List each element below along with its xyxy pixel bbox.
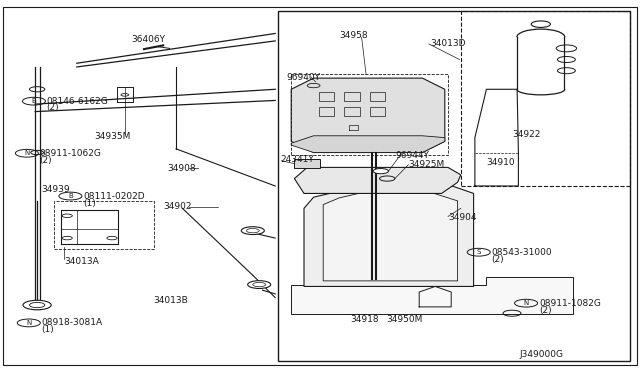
Polygon shape [304, 179, 474, 286]
Polygon shape [294, 167, 461, 193]
Polygon shape [323, 187, 458, 281]
Text: 34904: 34904 [448, 213, 477, 222]
Text: 34935M: 34935M [95, 132, 131, 141]
Text: 96940Y: 96940Y [287, 73, 321, 81]
Text: 08918-3081A: 08918-3081A [41, 318, 102, 327]
Text: 34925M: 34925M [408, 160, 445, 169]
Text: 08111-0202D: 08111-0202D [83, 192, 145, 201]
Text: (2): (2) [46, 103, 59, 112]
Ellipse shape [248, 281, 271, 288]
Text: (2): (2) [39, 156, 52, 165]
Text: 34950M: 34950M [387, 315, 423, 324]
Ellipse shape [241, 227, 264, 234]
Bar [278, 11, 630, 361]
Text: (1): (1) [41, 326, 54, 334]
Text: 34910: 34910 [486, 158, 515, 167]
Text: S: S [477, 249, 481, 255]
Text: 34922: 34922 [512, 130, 540, 139]
Ellipse shape [373, 169, 388, 174]
Text: (2): (2) [539, 306, 552, 315]
Text: 08543-31000: 08543-31000 [492, 248, 552, 257]
Text: (1): (1) [83, 199, 96, 208]
Bar [294, 159, 320, 168]
Text: N: N [524, 300, 529, 306]
Bar [370, 107, 385, 116]
Bar [291, 74, 448, 155]
Bar [54, 201, 154, 249]
Text: N: N [26, 320, 31, 326]
Text: 08146-6162G: 08146-6162G [46, 97, 108, 106]
Text: 24341Y: 24341Y [280, 155, 314, 164]
Ellipse shape [23, 300, 51, 310]
Text: B: B [68, 193, 73, 199]
Bar [370, 92, 385, 101]
Text: 08911-1062G: 08911-1062G [39, 149, 101, 158]
Text: 34908: 34908 [168, 164, 196, 173]
Text: 08911-1082G: 08911-1082G [539, 299, 601, 308]
Text: 96944Y: 96944Y [396, 151, 429, 160]
Text: (2): (2) [492, 255, 504, 264]
Bar [319, 92, 334, 101]
Polygon shape [291, 277, 573, 314]
Text: 34939: 34939 [42, 185, 70, 194]
Text: B: B [31, 98, 36, 104]
Text: 34013D: 34013D [430, 39, 465, 48]
Polygon shape [291, 78, 445, 153]
Text: 34918: 34918 [351, 315, 380, 324]
Bar [461, 11, 630, 186]
Polygon shape [291, 136, 445, 153]
Bar [344, 92, 360, 101]
Bar [344, 107, 360, 116]
Text: N: N [24, 150, 29, 156]
Text: 34958: 34958 [339, 31, 368, 40]
Text: J349000G: J349000G [519, 350, 563, 359]
Text: 36406Y: 36406Y [131, 35, 165, 44]
Text: 34902: 34902 [163, 202, 192, 211]
Text: 34013A: 34013A [64, 257, 99, 266]
Bar [319, 107, 334, 116]
Text: 34013B: 34013B [154, 296, 188, 305]
